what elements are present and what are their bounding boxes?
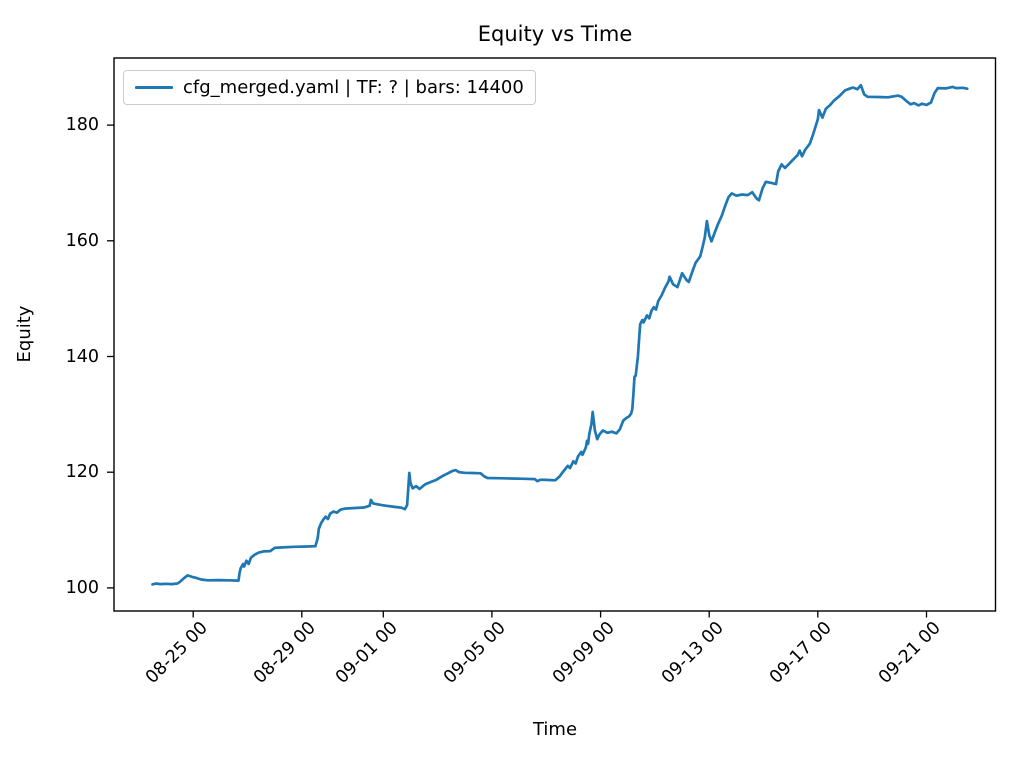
y-tick-label: 120: [65, 462, 99, 483]
plot-spines: [113, 57, 997, 612]
y-tick-label: 180: [65, 115, 99, 136]
y-tick-label: 100: [65, 577, 99, 598]
equity-series-line: [151, 83, 969, 586]
legend: cfg_merged.yaml | TF: ? | bars: 14400: [123, 70, 536, 105]
y-tick-label: 160: [65, 230, 99, 251]
y-tick-label: 140: [65, 346, 99, 367]
chart-title: Equity vs Time: [477, 22, 633, 46]
legend-line-swatch: [135, 86, 173, 89]
legend-label: cfg_merged.yaml | TF: ? | bars: 14400: [183, 77, 524, 98]
x-axis-label: Time: [532, 719, 578, 740]
